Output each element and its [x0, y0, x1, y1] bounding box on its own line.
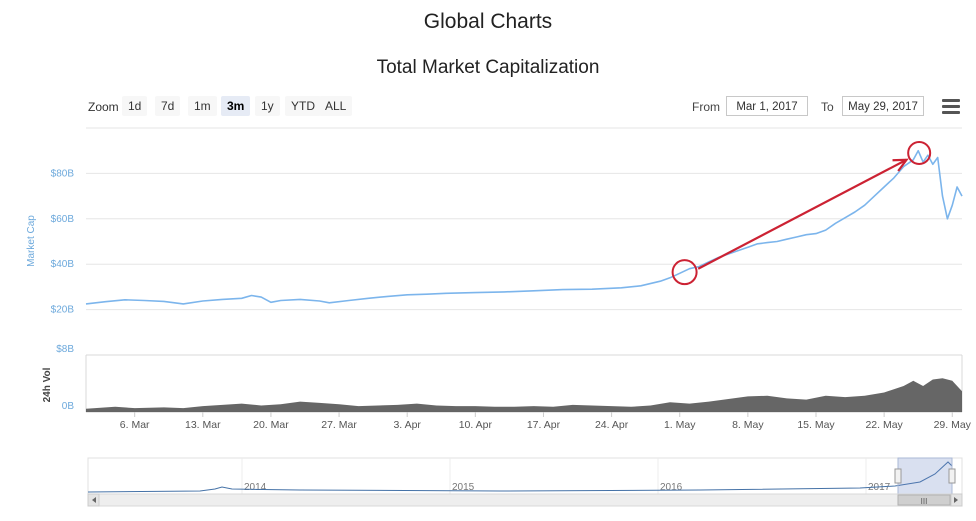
chevron-left-icon: [92, 497, 96, 503]
to-label: To: [821, 100, 834, 114]
page-title: Global Charts: [423, 10, 553, 33]
x-tick-label: 6. Mar: [120, 419, 150, 431]
navigator-year-label: 2016: [660, 482, 683, 493]
to-date-input[interactable]: May 29, 2017: [842, 96, 924, 116]
zoom-all-button[interactable]: ALL: [319, 96, 353, 116]
zoom-1d-button[interactable]: 1d: [122, 96, 148, 116]
x-tick-label: 1. May: [664, 419, 696, 431]
navigator-line: [87, 461, 953, 493]
scrollbar-track[interactable]: [87, 493, 963, 507]
navigator-handle-right[interactable]: [948, 468, 956, 484]
annotation-circle-start: [671, 259, 698, 286]
zoom-ytd-button[interactable]: YTD: [285, 96, 321, 116]
from-label: From: [692, 100, 720, 114]
x-tick-label: 27. Mar: [321, 419, 357, 431]
x-tick-label: 8. May: [732, 419, 764, 431]
x-tick-label: 3. Apr: [393, 419, 421, 431]
y-tick-label: $20B: [51, 305, 75, 316]
navigator-year-label: 2014: [244, 482, 267, 493]
navigator-year-label: 2015: [452, 482, 475, 493]
hamburger-menu-icon[interactable]: [942, 99, 960, 115]
volume-tick-label: 0B: [62, 401, 75, 412]
annotation-arrow-head: [892, 158, 909, 172]
y-axis-title: Market Cap: [26, 215, 37, 267]
navigator-selection: [897, 457, 953, 495]
x-tick-label: 17. Apr: [527, 419, 561, 431]
scrollbar-thumb[interactable]: [897, 494, 951, 506]
x-tick-label: 24. Apr: [595, 419, 629, 431]
from-date-input[interactable]: Mar 1, 2017: [726, 96, 808, 116]
chart-title: Total Market Capitalization: [376, 57, 600, 78]
zoom-label: Zoom: [88, 100, 119, 114]
y-tick-label: $40B: [51, 259, 75, 270]
y-tick-label: $60B: [51, 214, 75, 225]
x-tick-label: 13. Mar: [185, 419, 221, 431]
zoom-3m-button[interactable]: 3m: [221, 96, 251, 116]
y-tick-label: $80B: [51, 168, 75, 179]
x-tick-label: 15. May: [797, 419, 835, 431]
x-tick-label: 20. Mar: [253, 419, 289, 431]
zoom-1y-button[interactable]: 1y: [255, 96, 280, 116]
market-cap-line: [85, 149, 963, 305]
navigator-handle-left[interactable]: [894, 468, 902, 484]
annotation-arrow-line: [697, 158, 908, 270]
x-tick-label: 29. May: [934, 419, 972, 431]
scrollbar-grip: III: [921, 497, 928, 506]
volume-axis-title: 24h Vol: [42, 367, 53, 402]
navigator-panel: [87, 457, 963, 495]
x-tick-label: 10. Apr: [459, 419, 493, 431]
zoom-1m-button[interactable]: 1m: [188, 96, 217, 116]
x-tick-label: 22. May: [865, 419, 903, 431]
zoom-7d-button[interactable]: 7d: [155, 96, 181, 116]
volume-area: [86, 378, 962, 412]
volume-tick-label: $8B: [56, 344, 74, 355]
chevron-right-icon: [954, 497, 958, 503]
annotation-circle-peak: [907, 140, 932, 165]
navigator-year-label: 2017: [868, 482, 891, 493]
